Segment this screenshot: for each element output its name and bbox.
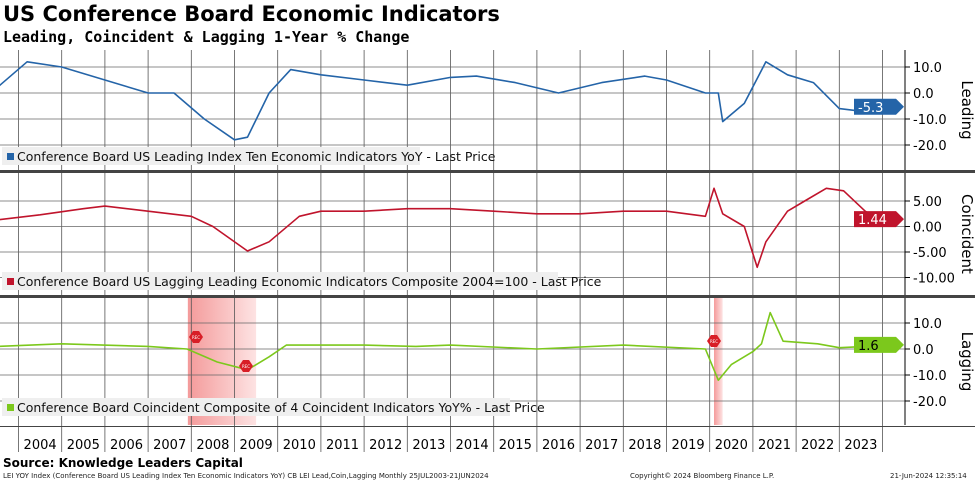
x-tick-label: 2022 <box>801 438 834 453</box>
y-tick-label: -20.0 <box>913 395 947 410</box>
recession-marker <box>189 331 203 343</box>
y-tick-label: 0.0 <box>913 343 934 358</box>
chart-title: US Conference Board Economic Indicators <box>3 2 500 26</box>
panel-label: Leading <box>958 80 975 139</box>
x-tick-label: 2012 <box>369 438 402 453</box>
series-line-coincident <box>0 187 900 269</box>
last-value-tag <box>854 336 904 353</box>
x-tick-label: 2008 <box>196 438 229 453</box>
y-tick-label: -10.00 <box>913 272 955 287</box>
y-tick-label: 10.0 <box>913 317 942 332</box>
recession-marker-label: REC <box>192 335 200 340</box>
legend-text: Conference Board US Leading Index Ten Ec… <box>17 149 496 164</box>
last-value-label: 1.6 <box>858 339 879 354</box>
y-tick-label: 0.0 <box>913 87 934 102</box>
y-tick-label: -5.00 <box>913 246 947 261</box>
x-tick-label: 2015 <box>499 438 532 453</box>
footer-center: Copyright© 2024 Bloomberg Finance L.P. <box>630 472 775 480</box>
recession-marker-label: REC <box>242 364 250 369</box>
legend-text: Conference Board US Lagging Leading Econ… <box>17 274 602 289</box>
legend-box <box>2 272 558 290</box>
series-line-leading <box>0 61 900 141</box>
panel-label: Coincident <box>958 194 975 274</box>
legend-swatch <box>7 153 14 160</box>
footer-right: 21-Jun-2024 12:35:14 <box>890 472 967 480</box>
recession-shading <box>714 298 723 425</box>
x-tick-label: 2007 <box>153 438 186 453</box>
x-tick-label: 2023 <box>844 438 877 453</box>
x-tick-label: 2005 <box>67 438 100 453</box>
recession-marker <box>707 335 721 347</box>
x-tick-label: 2018 <box>628 438 661 453</box>
chart-subtitle: Leading, Coincident & Lagging 1-Year % C… <box>3 28 410 46</box>
x-tick-label: 2020 <box>715 438 748 453</box>
legend-box <box>2 147 420 165</box>
recession-marker-label: REC <box>710 339 718 344</box>
x-tick-label: 2019 <box>672 438 705 453</box>
panel-label: Lagging <box>958 332 975 392</box>
footer-left: LEI YOY Index (Conference Board US Leadi… <box>3 472 489 480</box>
source-label: Source: Knowledge Leaders Capital <box>3 456 243 470</box>
last-value-label: 1.44 <box>858 213 887 228</box>
legend-swatch <box>7 404 14 411</box>
x-tick-label: 2017 <box>585 438 618 453</box>
y-tick-label: -20.0 <box>913 139 947 154</box>
y-tick-label: 0.00 <box>913 221 942 236</box>
legend-text: Conference Board Coincident Composite of… <box>17 400 545 415</box>
x-tick-label: 2009 <box>240 438 273 453</box>
x-tick-label: 2010 <box>283 438 316 453</box>
legend-swatch <box>7 278 14 285</box>
last-value-tag <box>854 98 904 115</box>
x-tick-label: 2014 <box>456 438 489 453</box>
x-tick-label: 2021 <box>758 438 791 453</box>
x-tick-label: 2006 <box>110 438 143 453</box>
x-tick-label: 2013 <box>412 438 445 453</box>
y-tick-label: 5.00 <box>913 195 942 210</box>
series-line-lagging <box>0 311 900 381</box>
recession-marker <box>239 360 253 372</box>
x-tick-label: 2004 <box>24 438 57 453</box>
x-tick-label: 2016 <box>542 438 575 453</box>
y-tick-label: 10.0 <box>913 61 942 76</box>
legend-box <box>2 398 510 416</box>
y-tick-label: -10.0 <box>913 113 947 128</box>
x-tick-label: 2011 <box>326 438 359 453</box>
last-value-tag <box>854 211 904 228</box>
y-tick-label: -10.0 <box>913 369 947 384</box>
last-value-label: -5.3 <box>858 101 883 116</box>
